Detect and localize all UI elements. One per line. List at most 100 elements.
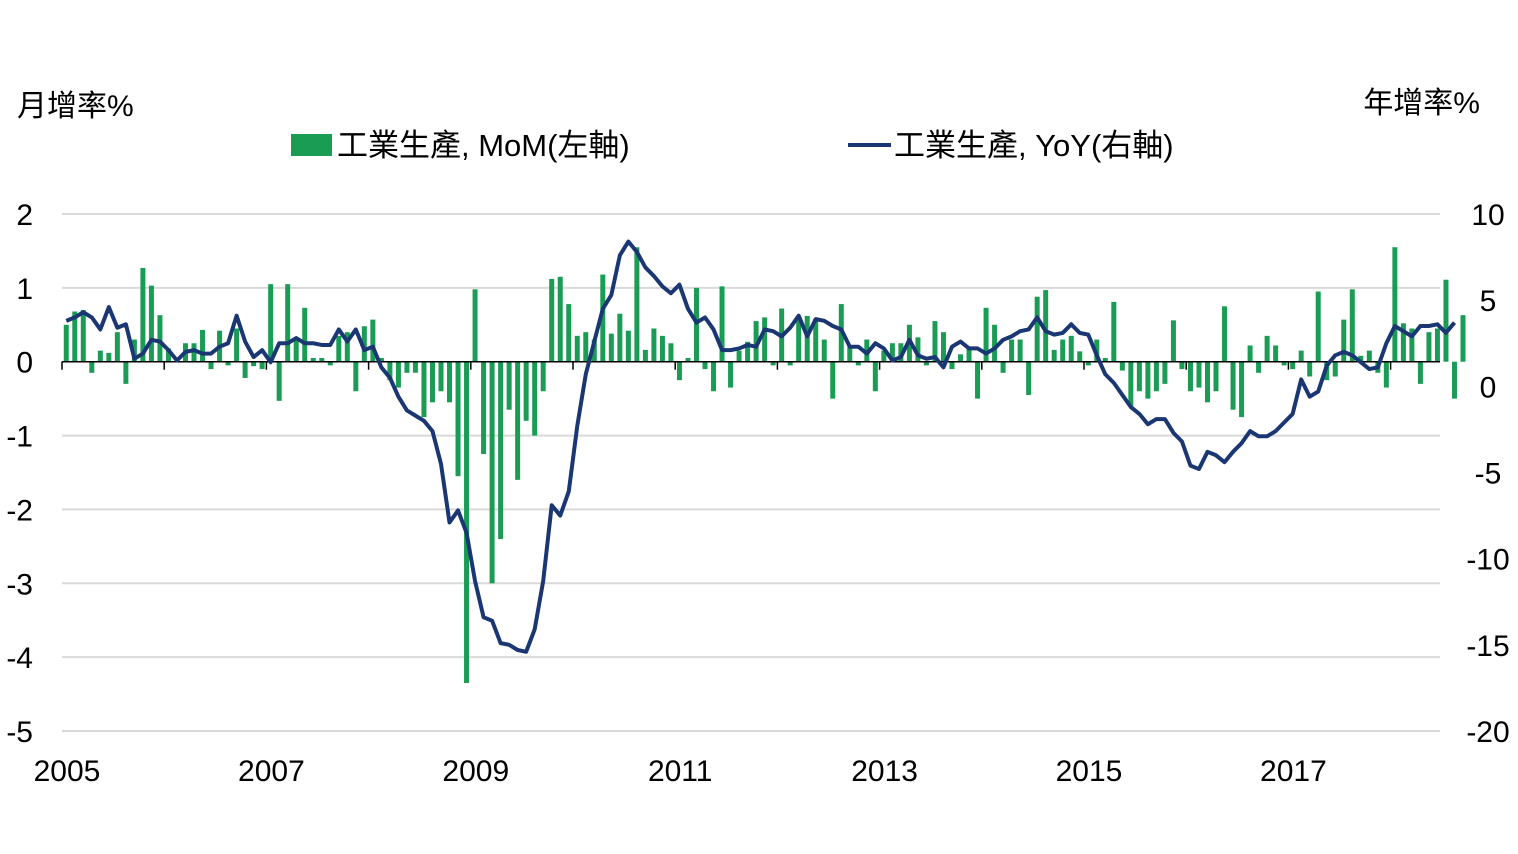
mom-bar xyxy=(1068,335,1074,362)
mom-bar xyxy=(412,361,418,373)
right-axis-ticks: 10 5 0 -5 -10 -15 -20 xyxy=(1466,199,1509,749)
mom-bar xyxy=(191,343,197,362)
mom-bar xyxy=(855,361,861,366)
mom-bar xyxy=(293,339,299,362)
mom-bar xyxy=(387,361,393,381)
mom-bar xyxy=(1307,361,1313,377)
mom-bar xyxy=(353,361,359,392)
mom-bar xyxy=(804,315,810,362)
mom-bar xyxy=(1009,339,1015,362)
gridlines xyxy=(62,213,1440,732)
mom-bar xyxy=(63,324,69,362)
x-tick-label: 2013 xyxy=(851,755,918,788)
mom-bar xyxy=(745,341,751,362)
mom-bar xyxy=(1256,361,1262,373)
mom-bar xyxy=(1264,335,1270,362)
mom-bar xyxy=(591,339,597,362)
mom-bar xyxy=(515,361,521,480)
mom-bar xyxy=(361,326,367,362)
mom-bars xyxy=(63,247,1466,683)
mom-bar xyxy=(693,287,699,362)
x-tick-label: 2015 xyxy=(1056,755,1123,788)
mom-bar xyxy=(285,284,291,362)
legend: 工業生產, MoM(左軸) 工業生產, YoY(右軸) xyxy=(291,128,1174,163)
mom-bar xyxy=(72,311,78,362)
mom-bar xyxy=(1102,358,1108,362)
x-tick-label: 2009 xyxy=(442,755,509,788)
mom-bar xyxy=(1204,361,1210,403)
mom-bar xyxy=(668,343,674,362)
x-tick-label: 2017 xyxy=(1260,755,1327,788)
left-tick-label: -2 xyxy=(6,494,33,527)
mom-bar xyxy=(702,361,708,370)
mom-bar xyxy=(165,348,171,362)
mom-bar xyxy=(1230,361,1236,410)
mom-bar xyxy=(992,324,998,362)
legend-mom-swatch xyxy=(291,134,332,156)
right-axis-title: 年增率% xyxy=(1363,87,1480,120)
right-tick-label: -5 xyxy=(1475,458,1502,491)
mom-bar xyxy=(310,358,316,362)
x-tick-label: 2005 xyxy=(34,755,101,788)
mom-bar xyxy=(1426,332,1432,362)
mom-bar xyxy=(438,361,444,392)
mom-bar xyxy=(736,350,742,362)
mom-bar xyxy=(1196,361,1202,388)
x-tick-marks xyxy=(61,361,1392,370)
mom-bar xyxy=(1392,247,1398,362)
mom-bar xyxy=(97,350,103,362)
mom-bar xyxy=(464,361,470,683)
x-tick-label: 2007 xyxy=(238,755,305,788)
left-tick-label: 1 xyxy=(16,273,33,306)
mom-bar xyxy=(813,318,819,362)
mom-bar xyxy=(1290,361,1296,370)
mom-bar xyxy=(1222,306,1228,362)
left-tick-label: -5 xyxy=(6,716,33,749)
mom-bar xyxy=(1085,361,1091,366)
mom-bar xyxy=(429,361,435,403)
mom-bar xyxy=(1000,361,1006,373)
mom-bar xyxy=(966,346,972,362)
mom-bar xyxy=(600,274,606,362)
mom-bar xyxy=(114,332,120,362)
mom-bar xyxy=(557,276,563,362)
mom-bar xyxy=(268,284,274,362)
mom-bar xyxy=(1017,339,1023,362)
mom-bar xyxy=(566,304,572,362)
mom-bar xyxy=(975,361,981,399)
left-tick-label: -4 xyxy=(6,642,33,675)
mom-bar xyxy=(506,361,512,410)
mom-bar xyxy=(923,361,929,366)
mom-bar xyxy=(1417,361,1423,384)
right-tick-label: -15 xyxy=(1466,630,1509,663)
left-tick-label: 0 xyxy=(16,347,33,380)
legend-yoy-label: 工業生產, YoY(右軸) xyxy=(894,128,1174,163)
mom-bar xyxy=(1145,361,1151,399)
mom-bar xyxy=(583,332,589,362)
mom-bar xyxy=(1281,361,1287,366)
mom-bar xyxy=(1349,289,1355,362)
mom-bar xyxy=(1034,296,1040,362)
mom-bar xyxy=(489,361,495,584)
mom-bar xyxy=(872,361,878,392)
mom-bar xyxy=(1128,361,1134,407)
mom-bar xyxy=(1179,361,1185,370)
mom-bar xyxy=(1162,361,1168,384)
mom-bar xyxy=(728,361,734,388)
mom-bar xyxy=(1077,351,1083,362)
mom-bar xyxy=(1443,279,1449,362)
mom-bar xyxy=(140,267,146,362)
mom-bar xyxy=(1213,361,1219,392)
left-axis-ticks: 2 1 0 -1 -2 -3 -4 -5 xyxy=(6,199,33,749)
mom-bar xyxy=(200,329,206,362)
x-axis-ticks: 2005 2007 2009 2011 2013 2015 2017 xyxy=(34,755,1327,788)
mom-bar xyxy=(1111,301,1117,362)
left-tick-label: 2 xyxy=(16,199,33,232)
mom-bar xyxy=(1026,361,1032,395)
legend-mom-label: 工業生產, MoM(左軸) xyxy=(337,128,630,163)
mom-bar xyxy=(1383,361,1389,388)
mom-bar xyxy=(540,361,546,392)
mom-bar xyxy=(940,332,946,362)
